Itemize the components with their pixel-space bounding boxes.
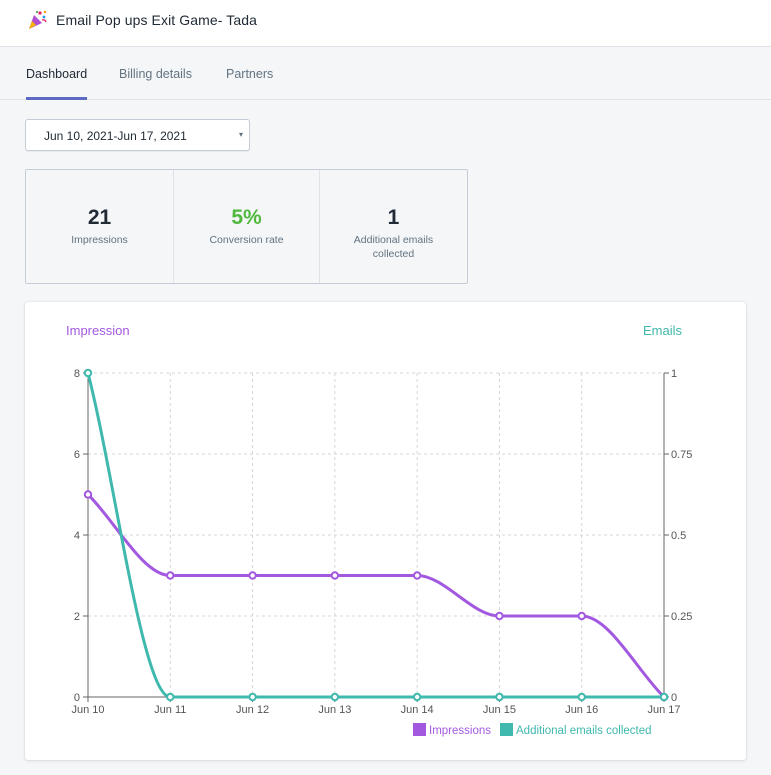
data-point-impressions: [330, 571, 340, 580]
tab-bar: Dashboard Billing details Partners: [0, 47, 771, 100]
data-point-emails: [495, 692, 504, 702]
data-point-emails: [330, 692, 340, 702]
x-tick-label: Jun 17: [647, 704, 680, 716]
data-point-emails: [577, 692, 586, 702]
x-tick-label: Jun 10: [71, 704, 104, 716]
x-tick-label: Jun 15: [483, 704, 516, 716]
x-tick-label: Jun 14: [401, 704, 434, 716]
data-point-emails: [166, 692, 175, 702]
data-point-impressions: [83, 490, 93, 499]
x-tick-label: Jun 13: [318, 704, 351, 716]
left-axis-title: Impression: [66, 323, 130, 338]
data-point-impressions: [166, 571, 175, 580]
stat-conversion-rate: 5% Conversion rate: [173, 170, 319, 283]
x-tick-label: Jun 12: [236, 704, 269, 716]
data-point-emails: [412, 692, 422, 702]
tab-partners[interactable]: Partners: [226, 67, 274, 81]
chart-card: Impression Emails 0 2 4 6 8 0 0.25 0.5 0.75 1 Jun …: [25, 302, 746, 760]
date-range-select[interactable]: Jun 10, 2021-Jun 17, 2021 ▾: [25, 119, 250, 151]
app-title: Email Pop ups Exit Game- Tada: [56, 12, 258, 28]
stat-conversion-label: Conversion rate: [209, 234, 284, 246]
right-tick-label: 0.75: [671, 449, 692, 461]
left-tick-label: 4: [74, 530, 80, 542]
stats-panel: 21 Impressions 5% Conversion rate 1 Addi…: [25, 169, 468, 284]
right-tick-label: 0: [671, 692, 677, 704]
data-point-impressions: [248, 571, 257, 580]
series-line-impressions: [86, 493, 666, 699]
top-bar: Email Pop ups Exit Game- Tada: [0, 0, 771, 47]
right-tick-label: 0.25: [671, 611, 692, 623]
stat-impressions: 21 Impressions: [26, 170, 173, 283]
party-popper-icon: [29, 10, 47, 29]
date-range-value: Jun 10, 2021-Jun 17, 2021: [44, 129, 187, 143]
legend-swatch-impressions: [413, 723, 426, 736]
data-point-emails: [83, 368, 93, 378]
caret-down-icon: ▾: [238, 130, 243, 139]
x-tick-label: Jun 16: [565, 704, 598, 716]
tab-billing-details[interactable]: Billing details: [119, 67, 192, 81]
data-point-impressions: [412, 571, 422, 580]
right-tick-label: 0.5: [671, 530, 686, 542]
stat-impressions-value: 21: [87, 206, 112, 229]
right-tick-label: 1: [671, 368, 677, 380]
x-tick-label: Jun 11: [154, 704, 186, 716]
stat-emails-value: 1: [387, 206, 400, 229]
data-point-emails: [248, 692, 257, 702]
left-tick-label: 6: [74, 449, 80, 461]
left-tick-label: 2: [74, 611, 80, 623]
stat-impressions-label: Impressions: [71, 234, 128, 246]
legend-label-impressions: Impressions: [429, 725, 491, 737]
legend-emails[interactable]: Additional emails collected: [500, 723, 652, 737]
data-point-impressions: [495, 611, 504, 621]
stat-conversion-value: 5%: [231, 206, 262, 229]
stat-emails-collected: 1 Additional emails collected: [319, 170, 467, 283]
legend-swatch-emails: [500, 723, 513, 736]
right-axis-title: Emails: [642, 323, 682, 338]
line-chart: 0 2 4 6 8 0 0.25 0.5 0.75 1 Jun 10 Jun 11 Jun 12 Jun …: [71, 368, 692, 716]
stat-emails-label: Additional emails collected: [353, 234, 434, 260]
data-point-emails: [659, 692, 669, 702]
left-tick-label: 0: [74, 692, 80, 704]
data-point-impressions: [577, 611, 586, 621]
legend-label-emails: Additional emails collected: [516, 725, 652, 737]
left-tick-label: 8: [74, 368, 80, 380]
tab-dashboard[interactable]: Dashboard: [26, 67, 88, 100]
legend-impressions[interactable]: Impressions: [413, 723, 491, 737]
